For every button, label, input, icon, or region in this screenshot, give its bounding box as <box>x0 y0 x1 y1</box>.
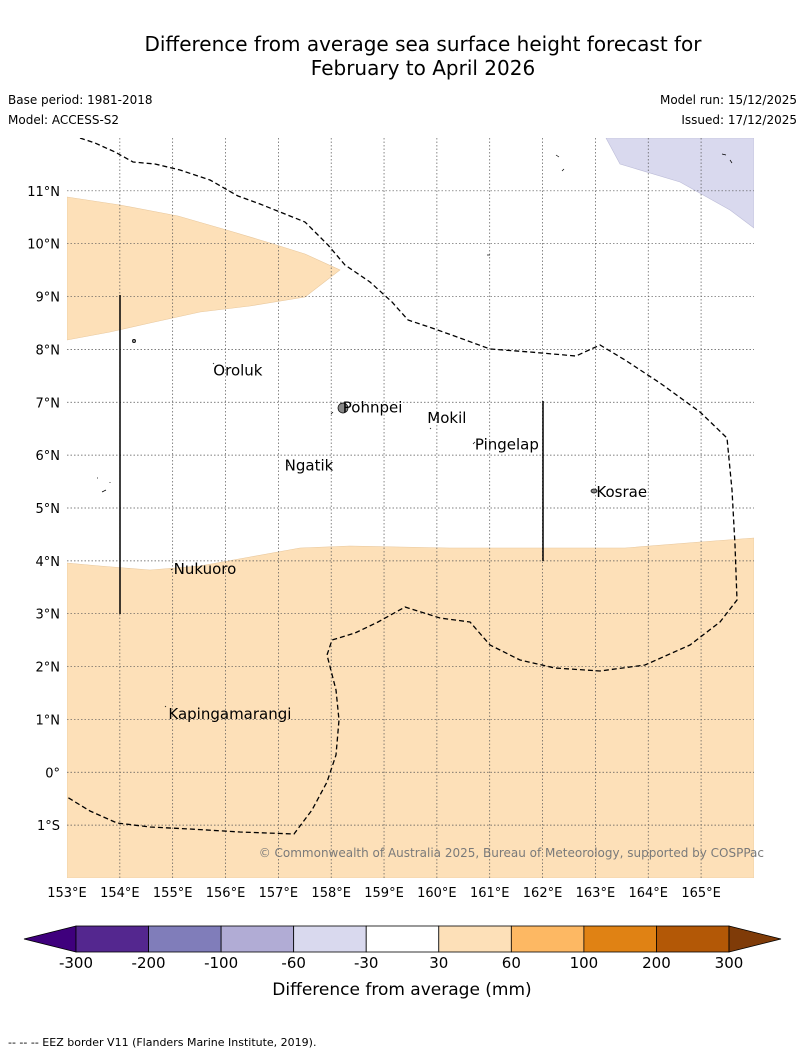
lat-tick-label: 3°N <box>36 608 61 623</box>
map-title: Difference from average sea surface heig… <box>0 32 804 80</box>
model-run: Model run: 15/12/2025 <box>659 93 797 107</box>
colorbar-extend-high <box>728 925 782 953</box>
lon-tick-label: 162°E <box>523 886 563 901</box>
colorbar-segment <box>583 925 657 953</box>
colorbar-segment <box>148 925 222 953</box>
colorbar-tick-label: 200 <box>642 954 671 972</box>
lat-tick-label: 6°N <box>36 449 61 464</box>
lat-tick-label: 0° <box>45 766 60 781</box>
lat-tick-label: 2°N <box>36 661 61 676</box>
island-label: Ngatik <box>285 457 334 475</box>
lon-tick-label: 155°E <box>153 886 193 901</box>
island-label: Mokil <box>427 409 466 427</box>
issued-date: Issued: 17/12/2025 <box>681 113 797 127</box>
lat-tick-label: 7°N <box>36 396 61 411</box>
map-figure: Oroluk Pohnpei Mokil Pingelap Ngatik Kosrae Nu… <box>23 138 782 1000</box>
lat-tick-label: 1°N <box>36 713 61 728</box>
island-label: Oroluk <box>213 362 262 380</box>
lat-tick-label: 5°N <box>36 502 61 517</box>
colorbar-tick-label: -60 <box>281 954 306 972</box>
lon-tick-label: 165°E <box>681 886 721 901</box>
title-line-1: Difference from average sea surface heig… <box>144 32 702 56</box>
colorbar-segment <box>438 925 512 953</box>
colorbar-tick-label: 100 <box>570 954 599 972</box>
island-label: Kapingamarangi <box>168 705 291 723</box>
lon-tick-label: 153°E <box>47 886 87 901</box>
gridlines <box>67 138 754 878</box>
anomaly-region-northeast-negative <box>605 138 754 229</box>
lon-tick-label: 156°E <box>206 886 246 901</box>
colorbar-label: Difference from average (mm) <box>272 980 531 1000</box>
colorbar-tick-label: -300 <box>59 954 93 972</box>
title-line-2: February to April 2026 <box>310 56 536 80</box>
base-period: Base period: 1981-2018 <box>8 93 153 107</box>
model-name: Model: ACCESS-S2 <box>8 113 120 127</box>
colorbar-tick-label: -100 <box>204 954 238 972</box>
small-islands <box>97 153 733 708</box>
colorbar-segment <box>220 925 295 953</box>
colorbar <box>23 925 782 953</box>
island-label: Pingelap <box>475 436 539 454</box>
colorbar-tick-label: 30 <box>429 954 448 972</box>
lon-tick-label: 158°E <box>311 886 351 901</box>
colorbar-tick-label: -30 <box>354 954 379 972</box>
eez-footnote: -- -- -- EEZ border V11 (Flanders Marine… <box>8 1036 317 1049</box>
lon-tick-label: 157°E <box>259 886 299 901</box>
colorbar-segment <box>75 925 149 953</box>
lat-tick-label: 10°N <box>27 238 60 253</box>
lat-tick-label: 11°N <box>27 185 60 200</box>
colorbar-tick-label: -200 <box>132 954 166 972</box>
colorbar-extend-low <box>23 925 77 953</box>
anomaly-region-north-30-60 <box>67 196 341 341</box>
lat-tick-label: 9°N <box>36 291 61 306</box>
lat-tick-label: 4°N <box>36 555 61 570</box>
island-label: Pohnpei <box>343 399 403 417</box>
colorbar-tick-label: 60 <box>502 954 521 972</box>
lon-tick-label: 154°E <box>100 886 140 901</box>
lon-tick-label: 161°E <box>470 886 510 901</box>
colorbar-segment <box>365 925 440 953</box>
colorbar-segment <box>293 925 367 953</box>
lat-tick-label: 1°S <box>37 819 60 834</box>
lon-tick-label: 159°E <box>364 886 404 901</box>
lon-tick-label: 164°E <box>628 886 668 901</box>
colorbar-tick-label: 300 <box>715 954 744 972</box>
lon-tick-label: 163°E <box>576 886 616 901</box>
copyright-notice: © Commonwealth of Australia 2025, Bureau… <box>259 846 764 860</box>
island-label: Nukuoro <box>174 560 237 578</box>
anomaly-region-south-30-60 <box>67 537 754 878</box>
eez-border <box>67 138 738 835</box>
colorbar-segment <box>656 925 730 953</box>
colorbar-segment <box>510 925 585 953</box>
island-label: Kosrae <box>596 483 647 501</box>
lon-tick-label: 160°E <box>417 886 457 901</box>
lat-tick-label: 8°N <box>36 343 61 358</box>
